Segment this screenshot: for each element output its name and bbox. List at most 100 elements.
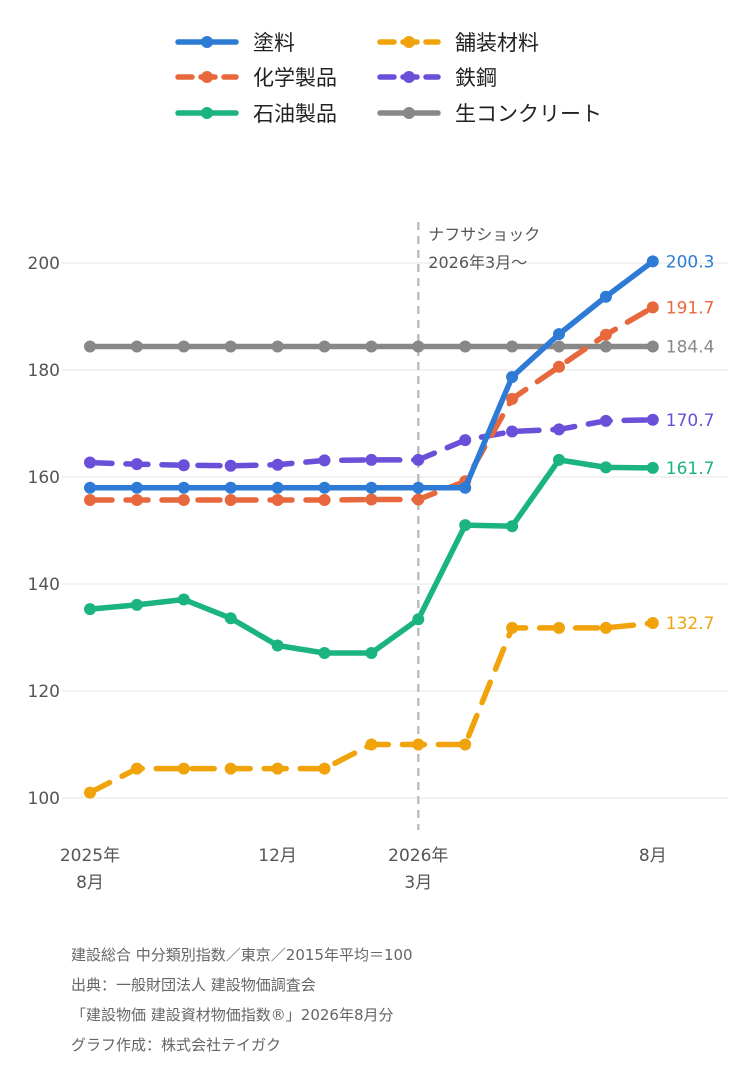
data-point [130,458,143,471]
legend-item: 生コンクリート [377,102,602,126]
footer-publication: 「建設物価 建設資材物価指数®」2026年8月分 [71,1006,394,1024]
x-axis: 2025年 8月 12月 2026年 3月 8月 [60,846,667,893]
end-labels: 184.4 132.7 161.7 170.7 191.7 200.3 [666,252,715,634]
x-tick-label: 2025年 [60,846,120,866]
legend-label: 生コンクリート [455,102,602,126]
data-point [318,762,331,775]
footer-credit: グラフ作成：株式会社テイガク [71,1036,282,1054]
data-point [318,340,331,353]
end-label: 200.3 [666,252,715,272]
data-point [271,639,284,652]
legend-marker [403,71,415,83]
data-point [459,434,472,447]
data-point [599,621,612,634]
data-point [599,414,612,427]
data-point [271,494,284,507]
data-point [224,481,237,494]
data-point [318,494,331,507]
data-point [506,621,519,634]
y-tick-label: 120 [28,682,60,702]
end-label: 184.4 [666,337,715,357]
x-tick-label: 2026年 [388,846,448,866]
data-point [646,617,659,630]
data-point [224,762,237,775]
data-point [412,493,425,506]
data-point [599,328,612,341]
data-point [506,520,519,533]
end-label: 191.7 [666,298,715,318]
data-point [271,481,284,494]
end-label: 161.7 [666,459,715,479]
y-tick-label: 140 [28,575,60,595]
y-tick-label: 160 [28,468,60,488]
data-point [177,494,190,507]
data-point [130,481,143,494]
series-line [87,258,656,491]
legend-marker [403,36,415,48]
data-point [646,461,659,474]
end-label: 170.7 [666,411,715,431]
data-point [412,340,425,353]
data-point [130,762,143,775]
series-生コンクリート [84,340,659,353]
data-point [84,786,96,799]
legend-item: 化学製品 [175,66,337,90]
data-point [365,647,378,660]
data-point [599,461,612,474]
data-point [84,603,96,616]
legend-item: 舗装材料 [377,31,539,55]
data-point [177,762,190,775]
data-point [506,425,519,438]
data-point [130,494,143,507]
data-point [365,481,378,494]
data-point [271,762,284,775]
x-tick-label: 8月 [76,873,104,893]
data-point [130,340,143,353]
data-point [412,738,425,751]
data-point [412,453,425,466]
series-塗料 [84,255,659,494]
legend-label: 舗装材料 [455,31,539,55]
data-point [646,301,659,314]
data-point [412,613,425,626]
data-point [646,413,659,426]
series-鉄鋼 [84,413,659,472]
data-point [553,621,565,634]
annotation: ナフサショック 2026年3月〜 [417,222,540,830]
data-point [84,481,96,494]
series-化学製品 [84,301,659,507]
data-point [365,493,378,506]
data-point [553,423,565,436]
data-point [365,340,378,353]
footer-note: 建設総合 中分類別指数／東京／2015年平均＝100 [71,946,413,964]
data-point [459,481,472,494]
legend-marker [201,71,213,83]
legend-item: 塗料 [175,31,295,55]
y-tick-label: 100 [28,789,60,809]
x-tick-label: 8月 [639,846,667,866]
annotation-label: ナフサショック [428,225,540,244]
data-point [84,456,96,469]
data-point [177,459,190,472]
annotation-sublabel: 2026年3月〜 [428,253,527,272]
legend-label: 鉄鋼 [455,66,497,90]
series-石油製品 [84,453,659,660]
series-group [84,255,659,799]
chart-footer: 建設総合 中分類別指数／東京／2015年平均＝100 出典：一般財団法人 建設物… [71,940,413,1060]
data-point [599,340,612,353]
y-tick-label: 180 [28,361,60,381]
data-point [271,458,284,471]
data-point [459,738,472,751]
data-point [318,647,331,660]
data-point [553,340,565,353]
grid: 100 120 140 160 180 200 [28,254,728,809]
data-point [318,481,331,494]
data-point [224,612,237,625]
legend-marker [403,107,415,119]
footer-source: 出典：一般財団法人 建設物価調査会 [71,976,316,994]
data-point [177,593,190,606]
data-point [224,459,237,472]
data-point [506,392,519,405]
data-point [224,340,237,353]
